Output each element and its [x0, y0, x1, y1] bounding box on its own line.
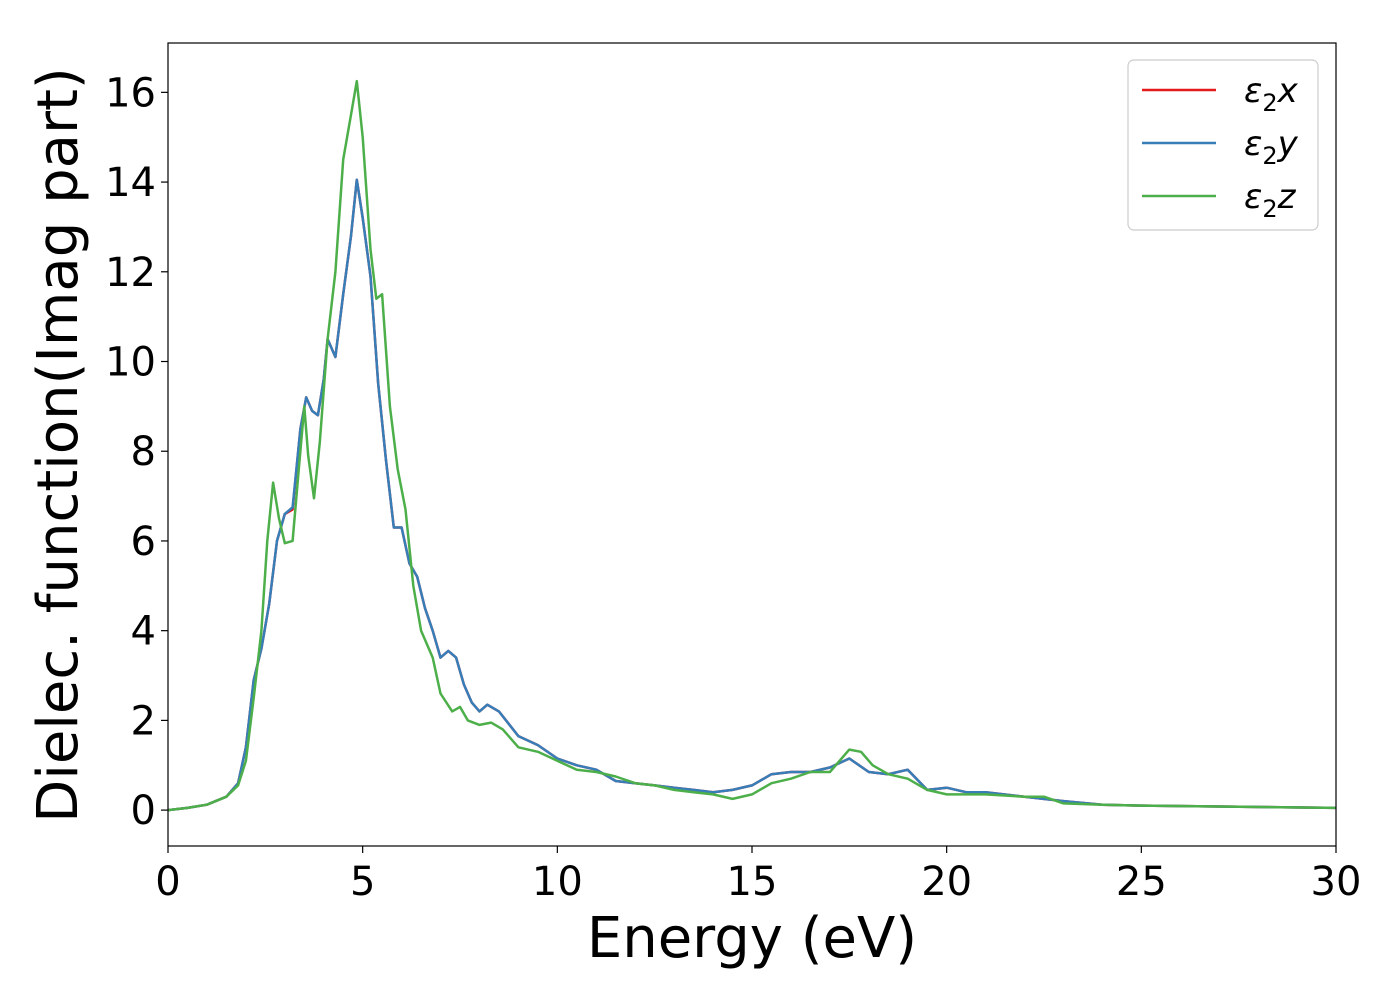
y-tick-label: 0: [131, 788, 156, 834]
y-tick-label: 4: [131, 609, 156, 655]
x-tick-label: 5: [350, 859, 375, 905]
y-tick-label: 10: [105, 340, 156, 386]
legend-label: ε2y: [1244, 124, 1299, 170]
x-axis-label: Energy (eV): [587, 906, 917, 971]
y-tick-label: 6: [131, 519, 156, 565]
y-axis-label: Dielec. function(Imag part): [26, 67, 91, 823]
y-tick-label: 2: [131, 698, 156, 744]
series-line: [168, 79, 1336, 812]
legend-label: ε2z: [1244, 177, 1297, 223]
legend-label: ε2x: [1244, 71, 1299, 117]
y-tick-label: 12: [105, 250, 156, 296]
x-tick-label: 25: [1116, 859, 1167, 905]
y-tick-label: 14: [105, 160, 156, 206]
x-tick-label: 20: [921, 859, 972, 905]
series-line: [168, 178, 1336, 812]
x-tick-label: 0: [155, 859, 180, 905]
legend: ε2x ε2y ε2z: [1127, 59, 1319, 231]
y-tick-label: 16: [105, 70, 156, 116]
y-tick-label: 8: [131, 429, 156, 475]
x-tick-label: 15: [727, 859, 778, 905]
x-tick-label: 10: [532, 859, 583, 905]
ticks-layer: 0 5 10 15 20 25 30 0 2 4 6 8 10 12 14 16: [105, 70, 1361, 905]
x-tick-label: 30: [1311, 859, 1362, 905]
legend-box: [1127, 59, 1319, 231]
series-layer: [168, 79, 1336, 812]
